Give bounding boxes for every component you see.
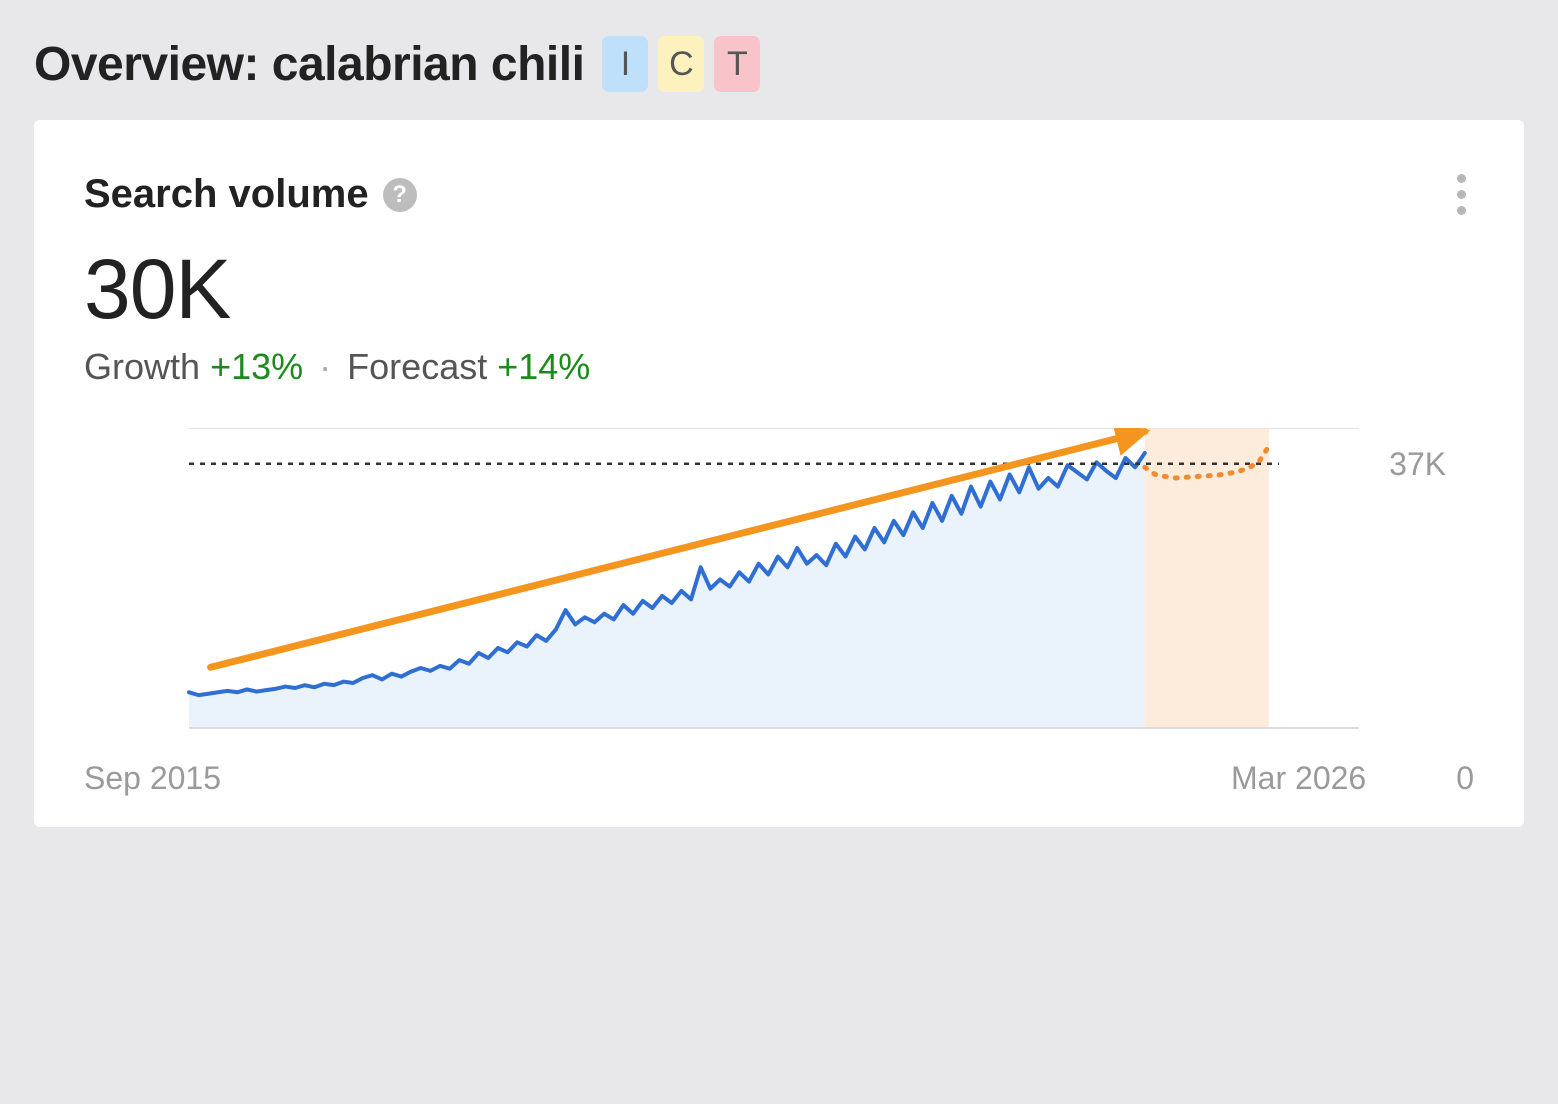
badge-group: I C T [602,36,760,92]
x-axis-start-label: Sep 2015 [84,760,221,797]
page-title: Overview: calabrian chili [34,37,584,92]
page-header: Overview: calabrian chili I C T [34,36,1524,92]
y-axis-zero-label: 0 [1456,760,1474,797]
search-volume-chart [84,428,1474,748]
chart-container: 37K Sep 2015 Mar 2026 0 [84,428,1474,797]
kebab-menu-icon[interactable] [1449,166,1474,223]
badge-t[interactable]: T [714,36,760,92]
card-header: Search volume ? [84,166,1474,223]
card-header-left: Search volume ? [84,172,417,217]
forecast-value: +14% [497,346,590,387]
search-volume-card: Search volume ? 30K Growth +13% · Foreca… [34,120,1524,827]
card-title: Search volume [84,172,369,217]
growth-label: Growth [84,346,200,387]
page-root: Overview: calabrian chili I C T Search v… [0,0,1558,877]
growth-value: +13% [210,346,303,387]
x-axis-end-label: Mar 2026 [1231,760,1366,797]
forecast-label: Forecast [347,346,487,387]
x-axis-row: Sep 2015 Mar 2026 0 [84,760,1474,797]
y-axis-ref-label: 37K [1389,446,1446,483]
stats-line: Growth +13% · Forecast +14% [84,346,1474,388]
search-volume-value: 30K [84,241,1474,338]
badge-c[interactable]: C [658,36,704,92]
help-icon[interactable]: ? [383,178,417,212]
badge-i[interactable]: I [602,36,648,92]
separator-dot: · [319,346,331,387]
